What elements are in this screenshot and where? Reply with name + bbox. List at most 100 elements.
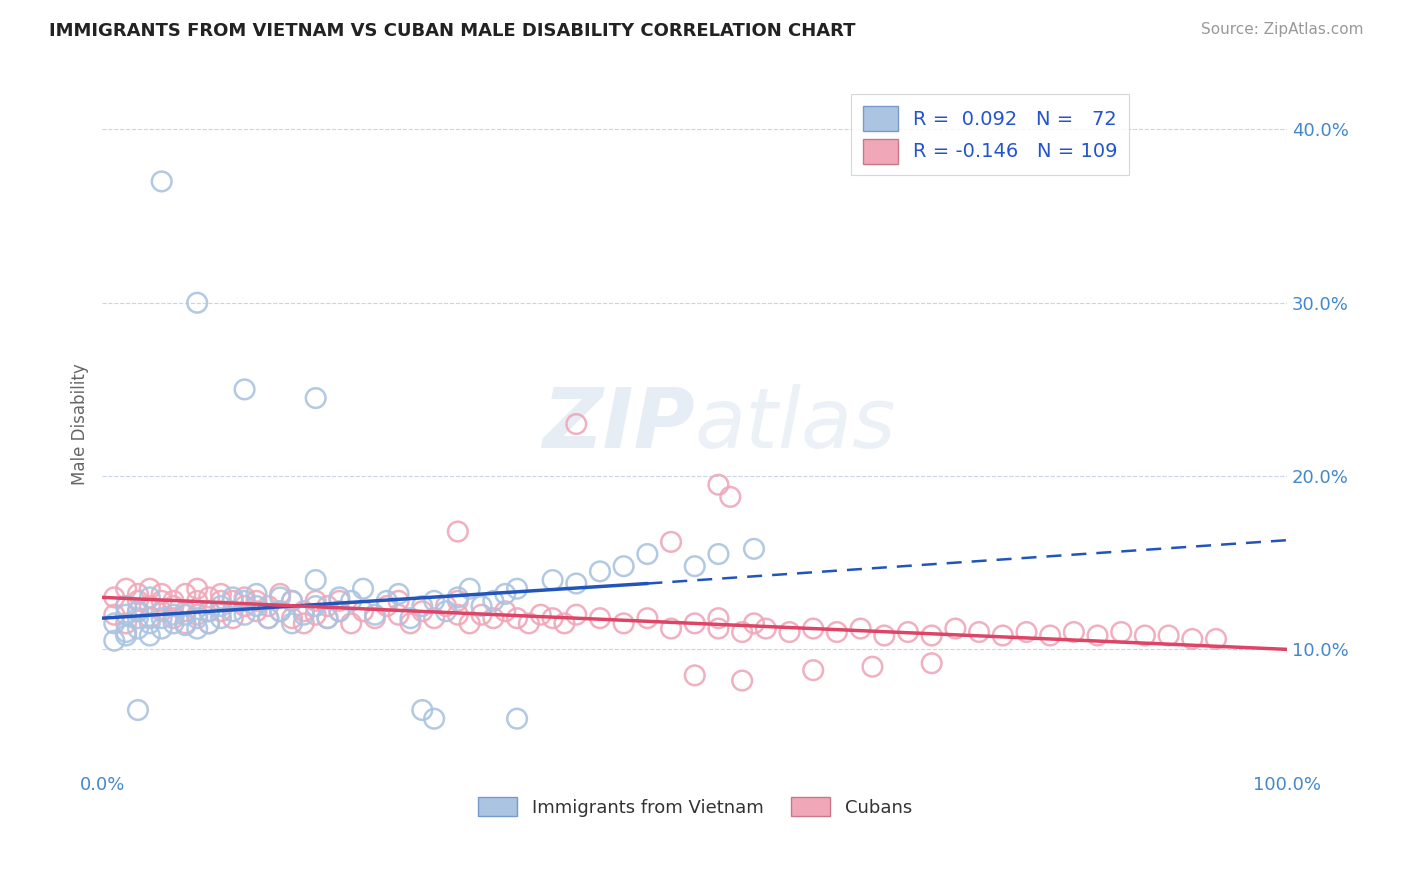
Point <box>506 712 529 726</box>
Point <box>659 622 682 636</box>
Point <box>127 604 149 618</box>
Point <box>150 594 173 608</box>
Point <box>328 591 350 605</box>
Point <box>482 611 505 625</box>
Point <box>127 703 149 717</box>
Point <box>269 587 291 601</box>
Point <box>186 582 208 596</box>
Point <box>139 616 162 631</box>
Point <box>174 607 197 622</box>
Point <box>222 591 245 605</box>
Point <box>636 611 658 625</box>
Point <box>328 594 350 608</box>
Point <box>269 604 291 618</box>
Point <box>921 628 943 642</box>
Point <box>222 604 245 618</box>
Point <box>150 622 173 636</box>
Point <box>1205 632 1227 646</box>
Point <box>399 611 422 625</box>
Point <box>553 616 575 631</box>
Point <box>186 295 208 310</box>
Point <box>209 604 232 618</box>
Point <box>352 582 374 596</box>
Point <box>316 611 339 625</box>
Point <box>115 616 138 631</box>
Point <box>245 587 267 601</box>
Point <box>209 611 232 625</box>
Point <box>186 607 208 622</box>
Point <box>613 616 636 631</box>
Point <box>292 607 315 622</box>
Point <box>707 622 730 636</box>
Point <box>305 599 328 613</box>
Point <box>375 599 398 613</box>
Point <box>801 622 824 636</box>
Point <box>316 611 339 625</box>
Point <box>257 611 280 625</box>
Point <box>127 611 149 625</box>
Point <box>115 628 138 642</box>
Point <box>1039 628 1062 642</box>
Point <box>150 611 173 625</box>
Point <box>387 594 409 608</box>
Point <box>779 625 801 640</box>
Point <box>186 594 208 608</box>
Point <box>423 712 446 726</box>
Point <box>281 594 304 608</box>
Point <box>150 604 173 618</box>
Point <box>115 599 138 613</box>
Point <box>115 625 138 640</box>
Point <box>198 604 221 618</box>
Point <box>862 659 884 673</box>
Point <box>115 582 138 596</box>
Point <box>387 607 409 622</box>
Point <box>659 535 682 549</box>
Point <box>162 599 184 613</box>
Point <box>269 591 291 605</box>
Point <box>174 604 197 618</box>
Point <box>174 616 197 631</box>
Point <box>447 607 470 622</box>
Text: ZIP: ZIP <box>543 384 695 465</box>
Point <box>305 607 328 622</box>
Point <box>482 594 505 608</box>
Point <box>683 668 706 682</box>
Point <box>991 628 1014 642</box>
Point <box>1015 625 1038 640</box>
Point <box>292 604 315 618</box>
Point <box>233 594 256 608</box>
Point <box>139 628 162 642</box>
Point <box>897 625 920 640</box>
Point <box>292 616 315 631</box>
Point <box>411 703 433 717</box>
Point <box>281 616 304 631</box>
Point <box>707 611 730 625</box>
Point <box>198 616 221 631</box>
Point <box>731 625 754 640</box>
Point <box>233 383 256 397</box>
Point <box>517 616 540 631</box>
Point <box>103 616 125 631</box>
Point <box>352 604 374 618</box>
Point <box>683 559 706 574</box>
Point <box>186 611 208 625</box>
Point <box>305 391 328 405</box>
Point <box>222 611 245 625</box>
Y-axis label: Male Disability: Male Disability <box>72 363 89 485</box>
Point <box>257 611 280 625</box>
Point <box>364 607 387 622</box>
Point <box>316 599 339 613</box>
Point <box>921 657 943 671</box>
Point <box>233 591 256 605</box>
Point <box>434 599 457 613</box>
Point <box>470 607 492 622</box>
Point <box>565 576 588 591</box>
Point <box>139 599 162 613</box>
Point <box>434 604 457 618</box>
Point <box>945 622 967 636</box>
Point <box>873 628 896 642</box>
Point <box>458 616 481 631</box>
Point <box>375 594 398 608</box>
Point <box>541 573 564 587</box>
Point <box>198 591 221 605</box>
